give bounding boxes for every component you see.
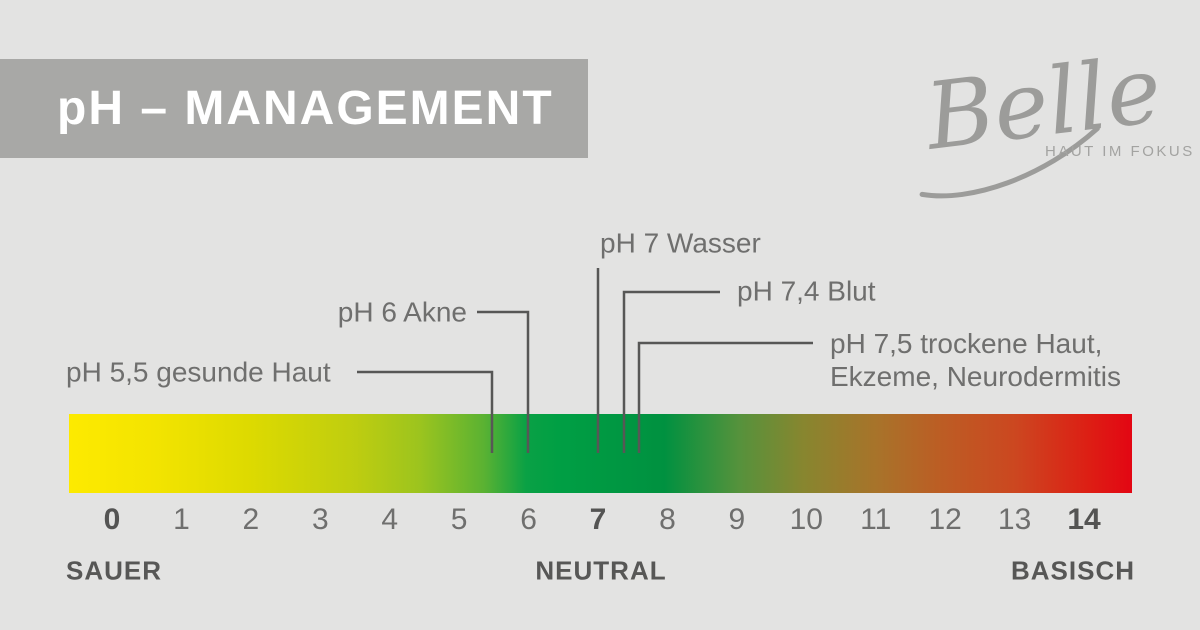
connector-ph-6 bbox=[477, 310, 530, 453]
scale-tick-8: 8 bbox=[659, 503, 676, 536]
annotation-ph-5-5: pH 5,5 gesunde Haut bbox=[66, 356, 331, 388]
scale-tick-11: 11 bbox=[860, 503, 892, 536]
annotation-ph-6: pH 6 Akne bbox=[337, 296, 467, 328]
scale-tick-2: 2 bbox=[242, 503, 260, 536]
scale-tick-6: 6 bbox=[520, 503, 537, 536]
ph-gradient-bar bbox=[69, 414, 1132, 493]
zone-label-neutral: NEUTRAL bbox=[535, 555, 667, 586]
scale-tick-7: 7 bbox=[589, 503, 607, 536]
belle-script-logo: Belle bbox=[918, 36, 1167, 199]
page-title: pH – MANAGEMENT bbox=[57, 82, 554, 135]
zone-label-sauer: SAUER bbox=[66, 555, 163, 586]
scale-tick-3: 3 bbox=[311, 503, 329, 536]
brand-logo: Belle HAUT IM FOKUS bbox=[905, 18, 1192, 208]
scale-tick-4: 4 bbox=[381, 503, 399, 536]
annotation-ph-7-4: pH 7,4 Blut bbox=[737, 275, 876, 307]
scale-tick-10: 10 bbox=[789, 503, 823, 536]
scale-tick-13: 13 bbox=[997, 503, 1032, 536]
scale-tick-12: 12 bbox=[928, 503, 962, 536]
annotation-ph-7-5: pH 7,5 trockene Haut, Ekzeme, Neurodermi… bbox=[830, 328, 1121, 392]
scale-tick-0: 0 bbox=[103, 503, 121, 536]
scale-tick-1: 1 bbox=[173, 503, 190, 536]
annotation-ph-7: pH 7 Wasser bbox=[600, 227, 761, 259]
connector-ph-5-5 bbox=[357, 370, 494, 453]
scale-tick-14: 14 bbox=[1067, 503, 1101, 536]
scale-tick-5: 5 bbox=[450, 503, 468, 536]
scale-tick-9: 9 bbox=[728, 503, 746, 536]
brand-tagline: HAUT IM FOKUS bbox=[1045, 143, 1195, 160]
connector-ph-7-4 bbox=[622, 290, 720, 453]
title-banner: pH – MANAGEMENT bbox=[0, 59, 588, 158]
connector-ph-7-5 bbox=[637, 341, 813, 453]
logo-swash bbox=[919, 126, 1100, 199]
zone-label-basisch: BASISCH bbox=[1010, 555, 1135, 586]
